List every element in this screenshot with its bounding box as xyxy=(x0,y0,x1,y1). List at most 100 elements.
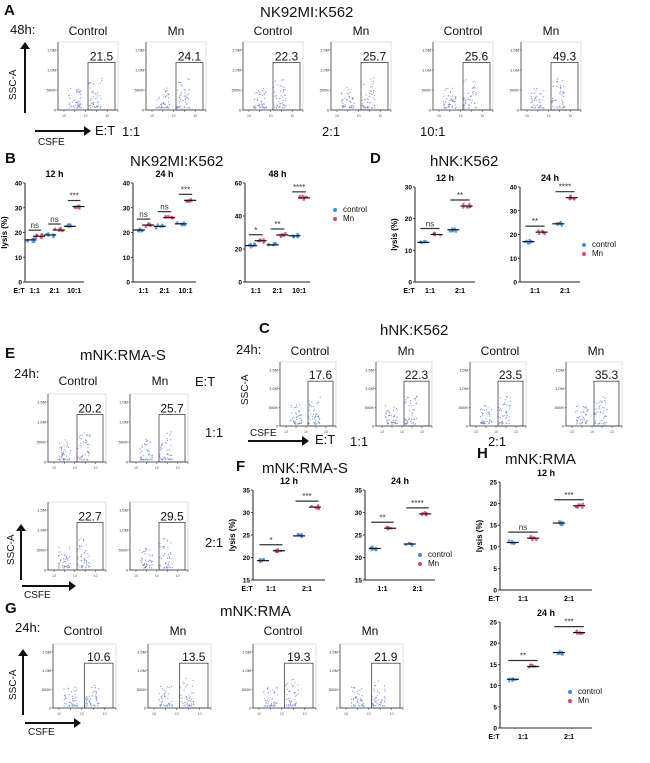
event-dot xyxy=(184,95,186,97)
event-dot xyxy=(163,689,165,691)
event-dot xyxy=(279,103,281,105)
event-dot xyxy=(268,705,270,707)
event-dot xyxy=(171,705,173,707)
x-tick-label: 10 xyxy=(80,712,84,716)
event-dot xyxy=(95,697,97,699)
event-dot xyxy=(503,402,506,404)
event-dot xyxy=(145,438,147,440)
event-dot xyxy=(169,551,172,554)
event-dot xyxy=(576,410,578,412)
event-dot xyxy=(78,458,81,460)
event-dot xyxy=(149,564,151,566)
event-dot xyxy=(604,416,606,418)
event-dot xyxy=(167,563,169,565)
event-dot xyxy=(264,106,266,109)
event-dot xyxy=(65,560,67,562)
event-dot xyxy=(405,401,407,403)
Mn-point xyxy=(59,226,63,230)
event-dot xyxy=(482,409,484,411)
event-dot xyxy=(288,690,290,693)
event-dot xyxy=(404,422,406,424)
event-dot xyxy=(383,685,386,687)
legend-item-mn: Mn xyxy=(568,696,602,705)
event-dot xyxy=(71,106,73,108)
x-axis-label: E:T xyxy=(488,596,500,603)
Mn-point xyxy=(34,236,38,239)
Mn-point xyxy=(568,197,571,201)
y-tick-label: 10 xyxy=(490,683,498,690)
event-dot xyxy=(316,413,318,415)
event-dot xyxy=(143,567,145,569)
event-dot xyxy=(580,423,582,425)
event-dot xyxy=(176,89,179,91)
event-dot xyxy=(348,88,350,90)
event-dot xyxy=(536,87,538,90)
event-dot xyxy=(470,95,472,98)
event-dot xyxy=(583,419,585,421)
event-dot xyxy=(192,701,195,703)
panel-a-time: 48h: xyxy=(10,22,36,37)
event-dot xyxy=(79,444,81,447)
control-point xyxy=(47,232,50,235)
y-tick-label: 1.5M xyxy=(320,48,329,53)
Mn-point xyxy=(468,202,471,206)
event-dot xyxy=(372,80,375,82)
event-dot xyxy=(309,404,311,406)
x-tick-label: 1:1 xyxy=(251,288,261,295)
event-dot xyxy=(85,544,87,546)
event-dot xyxy=(60,560,62,562)
event-dot xyxy=(295,404,298,406)
event-dot xyxy=(292,420,295,422)
event-dot xyxy=(160,447,162,449)
event-dot xyxy=(292,685,294,687)
event-dot xyxy=(151,455,153,457)
event-dot xyxy=(374,700,376,703)
event-dot xyxy=(84,558,86,560)
event-dot xyxy=(74,690,76,692)
event-dot xyxy=(281,101,283,104)
event-dot xyxy=(465,99,467,102)
event-dot xyxy=(556,80,558,83)
event-dot xyxy=(96,702,99,705)
x-tick-label: 2:1 xyxy=(564,734,574,741)
gate-box xyxy=(307,380,334,427)
event-dot xyxy=(148,459,150,461)
significance-label: ** xyxy=(379,513,385,522)
gate-box xyxy=(371,662,401,709)
event-dot xyxy=(69,566,71,568)
event-dot xyxy=(76,705,78,707)
significance-label: *** xyxy=(564,618,573,627)
event-dot xyxy=(562,91,564,93)
gate-box xyxy=(87,61,116,111)
event-dot xyxy=(292,678,294,680)
significance-label: ns xyxy=(50,215,58,224)
y-tick-label: 1.5M xyxy=(242,650,251,655)
event-dot xyxy=(92,102,94,105)
event-dot xyxy=(297,423,299,425)
panel-label-f: F xyxy=(236,458,246,475)
event-dot xyxy=(87,566,90,568)
y-tick-label: 1.0M xyxy=(119,528,128,533)
y-tick-label: 500K xyxy=(119,548,129,553)
event-dot xyxy=(168,101,170,103)
event-dot xyxy=(467,98,469,100)
event-dot xyxy=(404,418,406,420)
event-dot xyxy=(556,78,558,80)
event-dot xyxy=(80,537,82,539)
gate-box xyxy=(84,662,114,709)
panel-e-time: 24h: xyxy=(14,366,40,381)
event-dot xyxy=(92,691,94,694)
event-dot xyxy=(146,449,148,451)
event-dot xyxy=(575,419,577,421)
x-tick-label: 10 xyxy=(400,430,404,434)
event-dot xyxy=(358,702,360,704)
significance-label: ** xyxy=(274,220,280,229)
event-dot xyxy=(351,705,353,707)
event-dot xyxy=(375,696,377,698)
Mn-point xyxy=(581,506,584,510)
event-dot xyxy=(483,422,485,424)
event-dot xyxy=(291,679,293,681)
event-dot xyxy=(463,98,465,100)
event-dot xyxy=(60,553,62,556)
event-dot xyxy=(155,107,157,109)
